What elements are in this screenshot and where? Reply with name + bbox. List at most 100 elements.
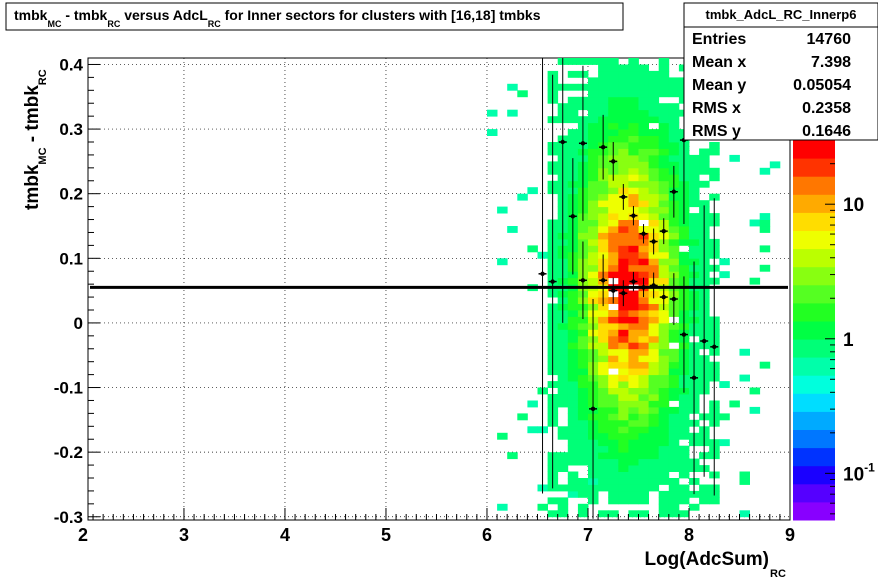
profile-point — [590, 406, 596, 412]
heatmap-cell — [628, 361, 639, 369]
heatmap-cell — [577, 413, 589, 421]
color-scale-step — [793, 302, 835, 322]
heatmap-cell — [567, 322, 579, 330]
heatmap-cell — [618, 90, 629, 98]
y-tick-label: 0.1 — [59, 249, 83, 268]
heatmap-cell — [749, 406, 761, 414]
heatmap-cell — [648, 335, 660, 343]
heatmap-cell — [668, 419, 680, 427]
heatmap-cell — [658, 445, 670, 453]
heatmap-cell — [577, 58, 589, 65]
color-scale-step — [793, 212, 835, 231]
heatmap-cell — [628, 109, 639, 117]
y-tick-label: 0.4 — [59, 55, 83, 74]
profile-point — [681, 332, 687, 337]
heatmap-cell — [678, 238, 690, 246]
heatmap-cell — [598, 64, 609, 72]
heatmap-cell — [638, 458, 649, 466]
heatmap-cell — [567, 361, 579, 369]
heatmap-cell — [628, 116, 639, 124]
heatmap-cell — [648, 174, 660, 182]
heatmap-cell — [668, 458, 680, 466]
heatmap-cell — [628, 471, 639, 479]
heatmap-cell — [487, 129, 498, 136]
heatmap-cell — [588, 135, 599, 143]
color-scale-step — [793, 483, 835, 503]
heatmap-cell — [608, 348, 619, 356]
heatmap-cell — [507, 83, 518, 91]
heatmap-cell — [628, 374, 639, 382]
heatmap-cell — [648, 368, 660, 376]
heatmap-cell — [658, 200, 670, 208]
heatmap-cell — [628, 77, 639, 85]
heatmap-cell — [557, 335, 569, 343]
heatmap-cell — [567, 103, 579, 111]
heatmap-cell — [567, 452, 579, 460]
heatmap-cell — [658, 109, 670, 117]
heatmap-cell — [628, 490, 639, 498]
heatmap-cell — [588, 232, 599, 240]
heatmap-cell — [638, 381, 649, 388]
heatmap-cell — [557, 348, 569, 356]
heatmap-cell — [668, 245, 680, 253]
heatmap-cell — [638, 213, 649, 220]
heatmap-cell — [638, 271, 649, 279]
heatmap-cell — [588, 167, 599, 175]
heatmap-cell — [608, 381, 619, 388]
heatmap-cell — [638, 478, 649, 485]
heatmap-cell — [567, 406, 579, 414]
heatmap-cell — [618, 368, 629, 376]
heatmap-cell — [628, 154, 639, 162]
heatmap-cell — [658, 413, 670, 421]
heatmap-cell — [577, 226, 589, 233]
heatmap-cell — [577, 374, 589, 382]
heatmap-cell — [658, 187, 670, 195]
heatmap-cell — [598, 316, 609, 324]
x-axis-label-subscript: RC — [770, 568, 786, 578]
heatmap-cell — [628, 174, 639, 182]
heatmap-cell — [638, 148, 649, 156]
heatmap-cell — [658, 154, 670, 162]
heatmap-cell — [618, 355, 629, 363]
heatmap-cell — [719, 258, 730, 266]
heatmap-cell — [598, 471, 609, 479]
heatmap-cell — [638, 142, 649, 149]
color-scale-step — [793, 194, 835, 213]
heatmap-cell — [668, 503, 680, 511]
heatmap-cell — [608, 64, 619, 72]
heatmap-cell — [628, 381, 639, 388]
heatmap-cell — [507, 226, 518, 233]
heatmap-cell — [567, 297, 579, 304]
heatmap-cell — [608, 187, 619, 195]
heatmap-cell — [557, 322, 569, 330]
color-scale-step — [793, 158, 835, 177]
heatmap-cell — [638, 206, 649, 214]
heatmap-cell — [507, 452, 518, 460]
heatmap-cell — [527, 400, 538, 408]
heatmap-cell — [668, 258, 680, 266]
heatmap-cell — [658, 77, 670, 85]
heatmap-cell — [557, 432, 569, 440]
heatmap-cell — [577, 503, 589, 511]
heatmap-cell — [618, 471, 629, 479]
heatmap-cell — [628, 322, 639, 330]
heatmap-cell — [608, 413, 619, 421]
heatmap-cell — [658, 310, 670, 317]
heatmap-cell — [648, 432, 660, 440]
y-tick-label: -0.3 — [54, 508, 83, 527]
heatmap-cell — [648, 303, 660, 311]
heatmap-cell — [648, 154, 660, 162]
heatmap-cell — [648, 142, 660, 149]
heatmap-cell — [608, 206, 619, 214]
heatmap-cell — [547, 510, 559, 518]
heatmap-cell — [628, 465, 639, 472]
heatmap-cell — [628, 129, 639, 136]
heatmap-cell — [598, 465, 609, 472]
y-tick-labels: -0.3 -0.2 -0.1 0 0.1 0.2 0.3 0.4 — [54, 55, 84, 526]
heatmap-cell — [658, 135, 670, 143]
heatmap-cell — [648, 478, 660, 485]
color-scale-step — [793, 248, 835, 268]
heatmap-cell — [638, 342, 649, 350]
heatmap-cell — [658, 258, 670, 266]
heatmap-cell — [598, 426, 609, 434]
